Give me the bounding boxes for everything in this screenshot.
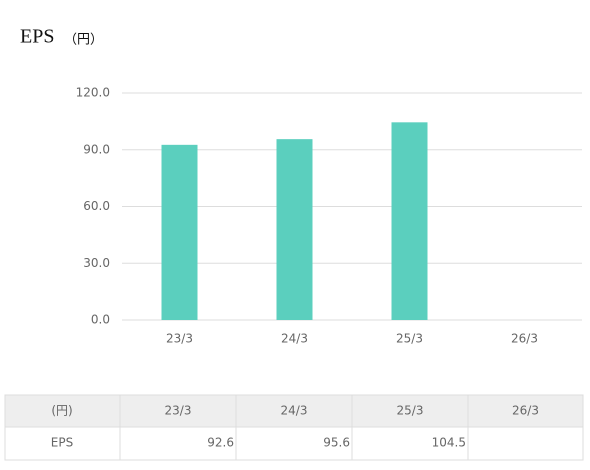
- x-tick-label: 26/3: [511, 332, 538, 346]
- y-tick-label: 90.0: [83, 142, 110, 156]
- x-tick-label: 25/3: [396, 332, 423, 346]
- table-header-cell: 25/3: [397, 404, 424, 418]
- table-header-cell: 23/3: [165, 404, 192, 418]
- table-header-bg: [5, 395, 583, 427]
- bar: [161, 144, 198, 320]
- y-tick-label: 60.0: [83, 199, 110, 213]
- table-row-label: EPS: [51, 436, 73, 450]
- x-tick-label: 23/3: [166, 332, 193, 346]
- table-unit-header: (円): [51, 404, 72, 418]
- y-tick-label: 0.0: [91, 313, 110, 327]
- bar: [391, 122, 428, 320]
- table-header-cell: 24/3: [281, 404, 308, 418]
- table-value-cell: 92.6: [207, 436, 234, 450]
- chart-unit: （円）: [64, 33, 103, 48]
- table-value-cell: 95.6: [323, 436, 350, 450]
- table-header-cell: 26/3: [512, 404, 539, 418]
- y-tick-label: 120.0: [76, 86, 110, 100]
- chart-title: EPS: [20, 26, 54, 48]
- table-value-cell: 104.5: [432, 436, 466, 450]
- y-tick-label: 30.0: [83, 256, 110, 270]
- x-tick-label: 24/3: [281, 332, 308, 346]
- bar: [276, 139, 313, 320]
